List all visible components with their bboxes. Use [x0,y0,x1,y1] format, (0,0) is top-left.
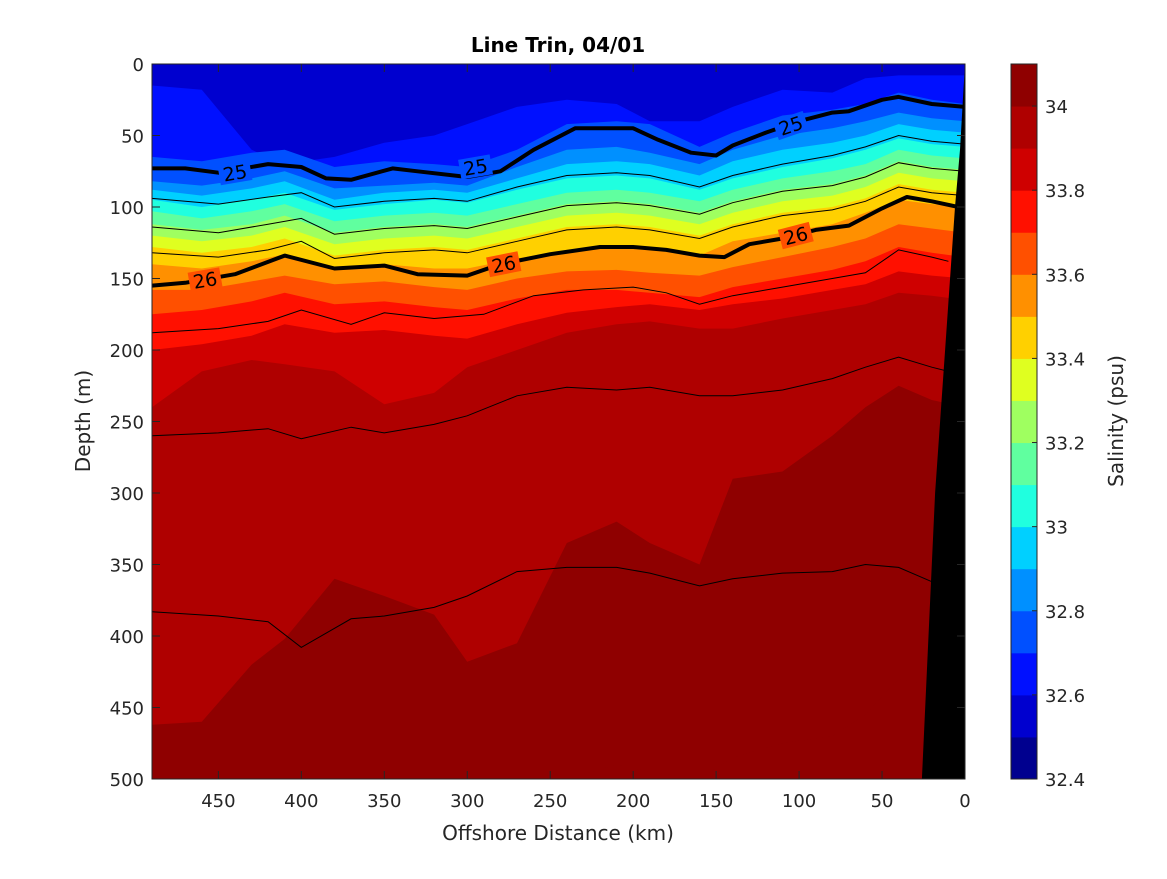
y-tick-label: 50 [121,127,144,148]
x-axis-label: Offshore Distance (km) [442,821,674,845]
colorbar-tick-label: 32.4 [1045,770,1085,791]
isopycnal-lines [152,94,965,288]
isopycnal-label-bg [458,154,494,180]
colorbar-swatch [1011,274,1037,317]
salinity-contour [152,186,965,260]
colorbar-tick-label: 33.8 [1045,181,1085,202]
colorbar-tick-label: 32.8 [1045,602,1085,623]
colorbar-frame [1010,63,1038,780]
y-tick-label: 350 [110,556,144,577]
colorbar-tick-label: 33.2 [1045,434,1085,455]
colorbar-swatch [1011,64,1037,107]
colorbar-swatch [1011,568,1037,612]
isopycnal-label: 25 [221,161,249,187]
y-tick-label: 500 [110,770,144,791]
x-tick-label: 50 [871,791,894,812]
colorbar-swatch [1011,148,1037,191]
x-tick-label: 0 [959,791,970,812]
salinity-contour [152,249,949,334]
coastline-land [921,64,965,779]
salinity-fill-layer [152,64,965,779]
x-tick-label: 400 [284,791,318,812]
colorbar-swatch [1011,400,1037,444]
x-tick-label: 100 [782,791,816,812]
colorbar-tick-label: 34 [1045,97,1068,118]
chart-title: Line Trin, 04/01 [471,33,645,57]
salinity-band [152,385,965,779]
colorbar-swatch [1011,736,1037,780]
colorbar-swatch [1011,358,1037,401]
x-tick-label: 250 [533,791,567,812]
y-tick-label: 150 [110,270,144,291]
colorbar-swatch [1011,652,1037,696]
colorbar-swatch [1011,106,1037,149]
isopycnal-label-bg [777,221,814,250]
colorbar-tick-label: 33.6 [1045,265,1085,286]
colorbar-swatch [1011,610,1037,654]
y-tick-label: 450 [110,699,144,720]
x-axis: 450 400 350 300 250 200 150 100 50 0 [201,64,971,812]
isopycnal-25 [152,94,965,182]
isopycnal-label-bg [217,160,253,186]
y-tick-label: 400 [110,627,144,648]
colorbar-swatch [1011,484,1037,528]
land-mask [921,64,965,779]
y-tick-label: 100 [110,198,144,219]
colorbar-swatch [1011,190,1037,233]
isopycnal-label-bg [486,251,522,278]
salinity-contour [152,563,949,649]
isopycnal-label: 26 [490,252,518,278]
y-axis-label: Depth (m) [71,370,95,472]
salinity-contour [152,134,965,208]
x-tick-label: 150 [699,791,733,812]
y-tick-label: 200 [110,341,144,362]
isopycnal-label: 26 [191,268,219,294]
colorbar-swatch [1011,442,1037,486]
x-tick-label: 200 [616,791,650,812]
colorbar-tick-label: 33.4 [1045,349,1085,370]
colorbar-tick-label: 33 [1045,518,1068,539]
y-axis: 0 50 100 150 200 250 300 350 400 450 500 [110,55,965,791]
x-tick-label: 450 [201,791,235,812]
y-tick-label: 0 [133,55,144,76]
y-tick-label: 300 [110,484,144,505]
salinity-contour-lines [152,134,965,649]
x-tick-label: 350 [367,791,401,812]
colorbar-swatch [1011,316,1037,359]
colorbar-swatch [1011,694,1037,738]
colorbar-swatch [1011,232,1037,275]
colorbar: 32.4 32.6 32.8 33 33.2 33.4 33.6 33.8 34 [1010,63,1085,791]
isopycnal-label: 25 [462,155,490,181]
colorbar-tick-label: 32.6 [1045,686,1085,707]
salinity-band [152,678,965,779]
x-tick-label: 300 [450,791,484,812]
colorbar-swatch [1011,526,1037,570]
salinity-contour [152,162,965,235]
y-tick-label: 250 [110,413,144,434]
colorbar-label: Salinity (psu) [1104,355,1128,487]
salinity-contour [152,356,949,440]
isopycnal-label-bg [772,110,810,141]
isopycnal-26 [152,195,965,288]
isopycnal-label-bg [187,267,223,293]
